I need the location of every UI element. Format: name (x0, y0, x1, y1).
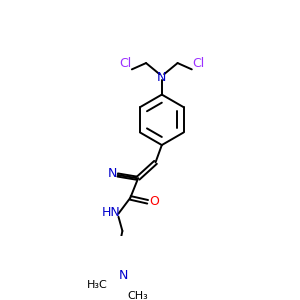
Text: HN: HN (102, 206, 121, 218)
Text: N: N (157, 71, 167, 84)
Text: N: N (118, 268, 128, 282)
Text: Cl: Cl (192, 57, 204, 70)
Text: N: N (107, 167, 117, 180)
Text: H₃C: H₃C (87, 280, 108, 290)
Text: CH₃: CH₃ (128, 291, 148, 300)
Text: Cl: Cl (119, 57, 132, 70)
Text: O: O (149, 194, 159, 208)
